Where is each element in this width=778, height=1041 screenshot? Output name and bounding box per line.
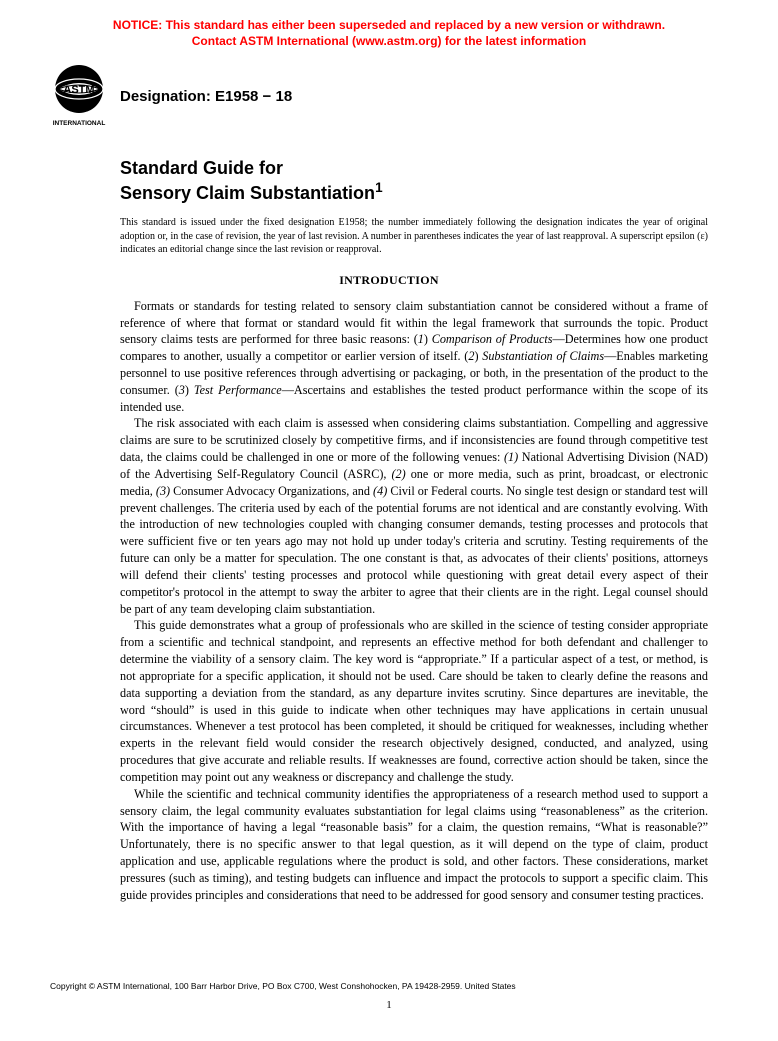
body-text: Formats or standards for testing related… xyxy=(120,298,708,904)
title-super: 1 xyxy=(375,180,383,195)
svg-text:ASTM: ASTM xyxy=(63,84,94,96)
astm-logo: ASTM INTERNATIONAL xyxy=(50,63,108,129)
paragraph-1: Formats or standards for testing related… xyxy=(120,298,708,416)
copyright: Copyright © ASTM International, 100 Barr… xyxy=(50,981,728,991)
title-line2: Sensory Claim Substantiation xyxy=(120,183,375,203)
notice-line2: Contact ASTM International (www.astm.org… xyxy=(192,34,586,48)
paragraph-3: This guide demonstrates what a group of … xyxy=(120,617,708,785)
footer: Copyright © ASTM International, 100 Barr… xyxy=(50,981,728,1011)
notice-line1: NOTICE: This standard has either been su… xyxy=(113,18,665,32)
title-line1: Standard Guide for xyxy=(120,158,283,178)
issue-note: This standard is issued under the fixed … xyxy=(120,216,708,257)
designation: Designation: E1958 − 18 xyxy=(120,88,292,105)
main-title: Standard Guide for Sensory Claim Substan… xyxy=(120,157,728,204)
page: NOTICE: This standard has either been su… xyxy=(0,0,778,1041)
notice-banner: NOTICE: This standard has either been su… xyxy=(50,18,728,49)
svg-text:INTERNATIONAL: INTERNATIONAL xyxy=(53,120,106,127)
header: ASTM INTERNATIONAL Designation: E1958 − … xyxy=(50,63,728,129)
intro-heading: INTRODUCTION xyxy=(50,273,728,288)
page-number: 1 xyxy=(50,999,728,1011)
paragraph-4: While the scientific and technical commu… xyxy=(120,786,708,904)
paragraph-2: The risk associated with each claim is a… xyxy=(120,415,708,617)
